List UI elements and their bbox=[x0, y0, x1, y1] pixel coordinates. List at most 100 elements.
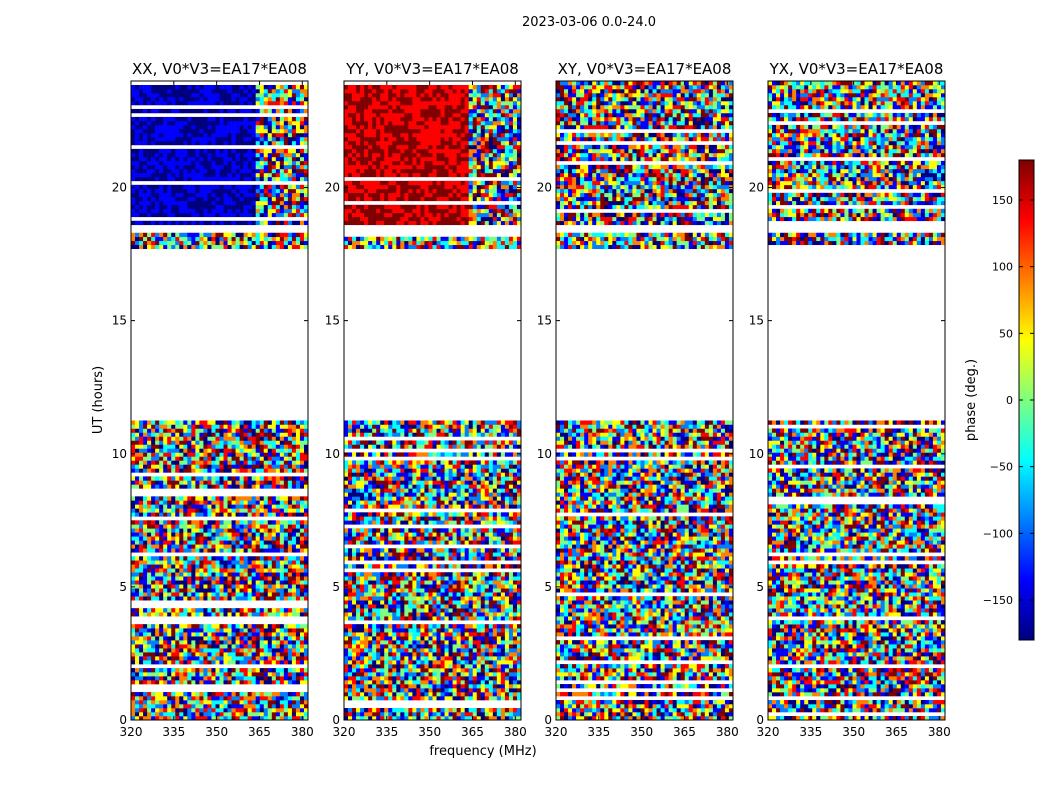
heatmap-cell bbox=[344, 712, 349, 717]
heatmap-cell bbox=[303, 124, 309, 130]
heatmap-cell bbox=[516, 712, 522, 717]
heatmap-cell bbox=[295, 596, 301, 601]
heatmap-cell bbox=[263, 576, 269, 581]
heatmap-cell bbox=[183, 504, 188, 509]
heatmap-cell bbox=[380, 712, 385, 717]
heatmap-cell bbox=[183, 436, 188, 441]
heatmap-cell bbox=[448, 672, 453, 677]
heatmap-cell bbox=[275, 564, 281, 569]
heatmap-cell bbox=[159, 512, 164, 517]
heatmap-cell bbox=[147, 612, 152, 617]
heatmap-cell bbox=[143, 588, 148, 593]
heatmap-cell bbox=[243, 156, 248, 162]
heatmap-cell bbox=[360, 708, 365, 713]
heatmap-cell bbox=[215, 524, 220, 529]
heatmap-cell bbox=[299, 592, 305, 597]
heatmap-cell bbox=[219, 96, 224, 102]
heatmap-cell bbox=[247, 240, 252, 246]
heatmap-cell bbox=[372, 672, 377, 677]
heatmap-cell bbox=[195, 500, 200, 505]
heatmap-cell bbox=[239, 712, 244, 717]
heatmap-cell bbox=[191, 196, 196, 202]
heatmap-cell bbox=[223, 164, 228, 170]
heatmap-cell bbox=[211, 116, 216, 122]
heatmap-cell bbox=[255, 504, 261, 509]
heatmap-cell bbox=[504, 708, 510, 713]
heatmap-cell bbox=[163, 448, 168, 453]
heatmap-cell bbox=[171, 432, 176, 437]
heatmap-cell bbox=[179, 632, 184, 637]
heatmap-cell bbox=[203, 540, 208, 545]
heatmap-cell bbox=[271, 84, 277, 90]
heatmap-cell bbox=[291, 184, 297, 190]
heatmap-cell bbox=[259, 632, 265, 637]
heatmap-cell bbox=[135, 456, 140, 461]
heatmap-cell bbox=[259, 196, 265, 202]
heatmap-cell bbox=[219, 100, 224, 106]
heatmap-cell bbox=[271, 444, 277, 449]
heatmap-cell bbox=[271, 440, 277, 445]
heatmap-cell bbox=[163, 560, 168, 565]
heatmap-cell bbox=[223, 84, 228, 90]
heatmap-cell bbox=[163, 208, 168, 214]
heatmap-cell bbox=[259, 232, 265, 238]
heatmap-cell bbox=[163, 700, 168, 705]
heatmap-cell bbox=[183, 548, 188, 553]
heatmap-cell bbox=[231, 460, 236, 465]
heatmap-cell bbox=[143, 116, 148, 122]
heatmap-cell bbox=[155, 656, 160, 661]
heatmap-cell bbox=[496, 672, 502, 677]
heatmap-cell bbox=[291, 240, 297, 246]
heatmap-cell bbox=[211, 168, 216, 174]
heatmap-cell bbox=[267, 244, 273, 250]
heatmap-cell bbox=[135, 88, 140, 94]
heatmap-cell bbox=[255, 696, 261, 701]
heatmap-cell bbox=[492, 680, 498, 685]
heatmap-cell bbox=[299, 436, 305, 441]
heatmap-cell bbox=[275, 520, 281, 525]
heatmap-cell bbox=[167, 524, 172, 529]
heatmap-cell bbox=[255, 496, 261, 501]
heatmap-cell bbox=[215, 476, 220, 481]
heatmap-cell bbox=[279, 588, 285, 593]
heatmap-cell bbox=[203, 480, 208, 485]
heatmap-cell bbox=[295, 548, 301, 553]
heatmap-cell bbox=[291, 108, 297, 114]
heatmap-cell bbox=[143, 244, 148, 250]
heatmap-cell bbox=[131, 420, 136, 425]
heatmap-cell bbox=[255, 500, 261, 505]
heatmap-cell bbox=[283, 592, 289, 597]
heatmap-cell bbox=[195, 136, 200, 142]
heatmap-cell bbox=[279, 576, 285, 581]
heatmap-cell bbox=[283, 652, 289, 657]
heatmap-cell bbox=[303, 88, 309, 94]
heatmap-cell bbox=[203, 668, 208, 673]
heatmap-cell bbox=[492, 708, 498, 713]
heatmap-cell bbox=[195, 532, 200, 537]
heatmap-cell bbox=[187, 608, 192, 613]
heatmap-cell bbox=[251, 200, 256, 206]
heatmap-cell bbox=[223, 612, 228, 617]
heatmap-cell bbox=[287, 696, 293, 701]
heatmap-cell bbox=[444, 688, 449, 693]
heatmap-cell bbox=[151, 608, 156, 613]
heatmap-cell bbox=[496, 660, 502, 665]
heatmap-cell bbox=[287, 116, 293, 122]
heatmap-cell bbox=[275, 200, 281, 206]
heatmap-cell bbox=[223, 628, 228, 633]
heatmap-cell bbox=[179, 156, 184, 162]
heatmap-cell bbox=[259, 84, 265, 90]
heatmap-cell bbox=[155, 544, 160, 549]
heatmap-cell bbox=[135, 432, 140, 437]
heatmap-cell bbox=[291, 436, 297, 441]
heatmap-cell bbox=[207, 152, 212, 158]
heatmap-cell bbox=[179, 128, 184, 134]
heatmap-cell bbox=[404, 664, 409, 669]
heatmap-cell bbox=[344, 676, 349, 681]
heatmap-cell bbox=[199, 584, 204, 589]
heatmap-cell bbox=[179, 188, 184, 194]
heatmap-cell bbox=[271, 184, 277, 190]
heatmap-cell bbox=[159, 128, 164, 134]
heatmap-cell bbox=[163, 564, 168, 569]
